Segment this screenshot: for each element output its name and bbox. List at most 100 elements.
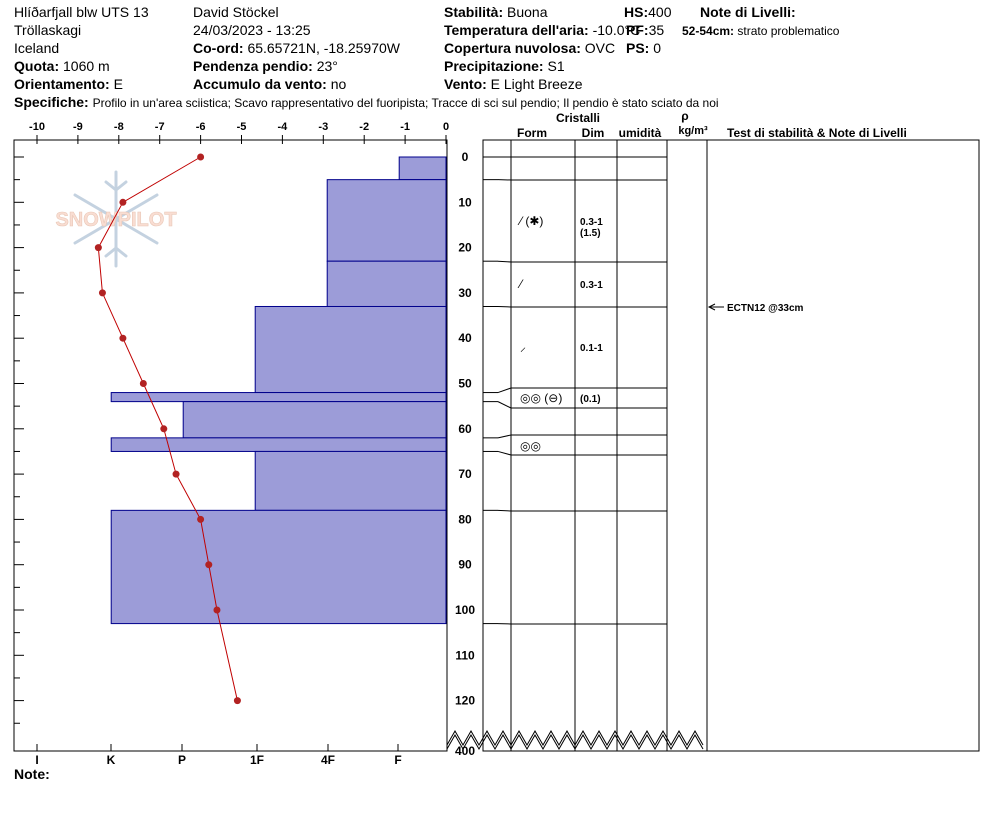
- wind: Vento: E Light Breeze: [444, 75, 583, 93]
- crystal-table: ⁄ (✱) 0.3-1(1.5)⁄ 0.3-1⸝ 0.1-1◎◎ (⊖) (0.1)◎◎: [483, 139, 979, 751]
- aspect-value: E: [113, 76, 123, 92]
- depth-tick-label: 60: [458, 422, 472, 436]
- depth-tick-label: 30: [458, 286, 472, 300]
- snow-height: HS:400: [624, 3, 671, 21]
- depth-tick-label: 40: [458, 331, 472, 345]
- ski-penetration: PS: 0: [626, 39, 661, 57]
- temp-tick-label: -8: [114, 121, 124, 133]
- ps-label: PS:: [626, 40, 650, 56]
- temp-tick-label: -9: [73, 121, 83, 133]
- region: Tröllaskagi: [14, 22, 82, 38]
- hs-value: 400: [648, 4, 672, 20]
- snowpilot-logo: SNOWPILOT: [55, 170, 177, 268]
- stability-test-marker: ECTN12 @33cm: [707, 303, 804, 314]
- cloud-label: Copertura nuvolosa:: [444, 40, 581, 56]
- elevation-label: Quota:: [14, 58, 60, 74]
- temp-tick-label: -5: [237, 121, 247, 133]
- temperature-point: [172, 470, 180, 478]
- hardness-layer-4: [254, 305, 447, 394]
- specifics-text: Profilo in un'area sciistica; Scavo rapp…: [92, 96, 719, 110]
- temp-tick-label: -6: [196, 121, 206, 133]
- coord-label: Co-ord:: [193, 40, 244, 56]
- elevation: Quota: 1060 m: [14, 57, 110, 75]
- crystals-header: Cristalli: [556, 111, 600, 125]
- hardness-label: F: [394, 753, 401, 767]
- aspect-label: Orientamento:: [14, 76, 110, 92]
- grain-form: ⁄: [517, 277, 524, 291]
- grain-form: ⸝: [520, 340, 526, 354]
- cloud-value: OVC: [584, 40, 616, 56]
- temp-tick-label: -3: [318, 121, 328, 133]
- observer: David Stöckel: [193, 4, 279, 20]
- layer-boundary-connector: [497, 509, 512, 512]
- depth-tick-label: 120: [455, 694, 475, 708]
- temperature-point: [197, 515, 205, 523]
- profile-frame: [13, 139, 448, 752]
- temperature-point: [205, 561, 213, 569]
- temperature-line: [97, 156, 238, 701]
- country: Iceland: [14, 40, 60, 56]
- depth-tick-label: 110: [455, 648, 475, 662]
- hardness-layer-6: [182, 401, 447, 439]
- hardness-layers: [110, 156, 447, 625]
- depth-tick-label: 100: [455, 603, 475, 617]
- slope-label: Pendenza pendio:: [193, 58, 313, 74]
- precip-value: S1: [547, 58, 565, 74]
- temp-tick-label: -1: [400, 121, 410, 133]
- hardness-layer-7: [110, 437, 447, 452]
- air-temp: Temperatura dell'aria: -10.0°C: [444, 21, 640, 39]
- elevation-value: 1060 m: [63, 58, 110, 74]
- grain-size-max: (1.5): [580, 228, 601, 239]
- grain-size: (0.1): [580, 394, 601, 405]
- density-unit-header: kg/m³: [678, 125, 708, 137]
- snowpilot-watermark-text: SNOWPILOT: [55, 209, 176, 231]
- stability-test-label: ECTN12 @33cm: [727, 303, 804, 314]
- wind-label: Vento:: [444, 76, 487, 92]
- temperature-point: [213, 606, 221, 614]
- temperature-point: [119, 198, 127, 206]
- foot-penetration: PF:35: [626, 21, 664, 39]
- hardness-layer-5: [110, 392, 447, 403]
- hardness-axis: I K P 1F 4F F: [35, 744, 402, 767]
- layer-note-range: 52-54cm:: [682, 24, 735, 38]
- temp-tick-label: -4: [278, 121, 289, 133]
- layer-note-text: strato problematico: [737, 24, 840, 38]
- depth-axis: 0 10 20 30 40 50 60 70 80 90 100 110 120 400: [14, 150, 704, 758]
- windload: Accumulo da vento: no: [193, 75, 346, 93]
- depth-tick-label: 20: [458, 241, 472, 255]
- humidity-header: umidità: [619, 126, 662, 140]
- depth-bottom-label: 400: [455, 744, 475, 758]
- air-temp-label: Temperatura dell'aria:: [444, 22, 589, 38]
- table-frame: [482, 139, 980, 752]
- dim-header: Dim: [582, 126, 605, 140]
- grain-form: ◎◎ (⊖): [520, 391, 562, 405]
- temperature-point: [119, 334, 127, 342]
- windload-value: no: [330, 76, 347, 92]
- layer-boundary-connector: [497, 434, 512, 439]
- note-label: Note:: [14, 766, 50, 782]
- temp-tick-label: -10: [29, 121, 45, 133]
- layer-boundary-connector: [497, 305, 512, 308]
- layer-notes-title: Note di Livelli:: [700, 4, 796, 20]
- tests-header: Test di stabilità & Note di Livelli: [727, 126, 907, 140]
- depth-tick-label: 10: [458, 195, 472, 209]
- air-temp-value: -10.0°C: [592, 22, 641, 38]
- grain-form: ⁄ (✱): [517, 214, 543, 228]
- hardness-label: P: [178, 753, 186, 767]
- hardness-label: I: [35, 753, 38, 767]
- temperature-point: [139, 380, 147, 387]
- specifics-label: Specifiche:: [14, 94, 89, 110]
- layer-note: 52-54cm: strato problematico: [682, 22, 839, 40]
- wind-value: E Light Breeze: [490, 76, 583, 92]
- grain-size: 0.1-1: [580, 343, 603, 354]
- temperature-point: [160, 425, 168, 433]
- hardness-layer-2: [326, 179, 447, 262]
- precipitation: Precipitazione: S1: [444, 57, 565, 75]
- layer-boundary-connector: [497, 260, 512, 263]
- temperature-profile: [94, 153, 241, 705]
- stability: Stabilità: Buona: [444, 3, 548, 21]
- pf-value: 35: [648, 22, 665, 38]
- layer-boundary-connector: [497, 387, 512, 394]
- datetime: 24/03/2023 - 13:25: [193, 22, 311, 38]
